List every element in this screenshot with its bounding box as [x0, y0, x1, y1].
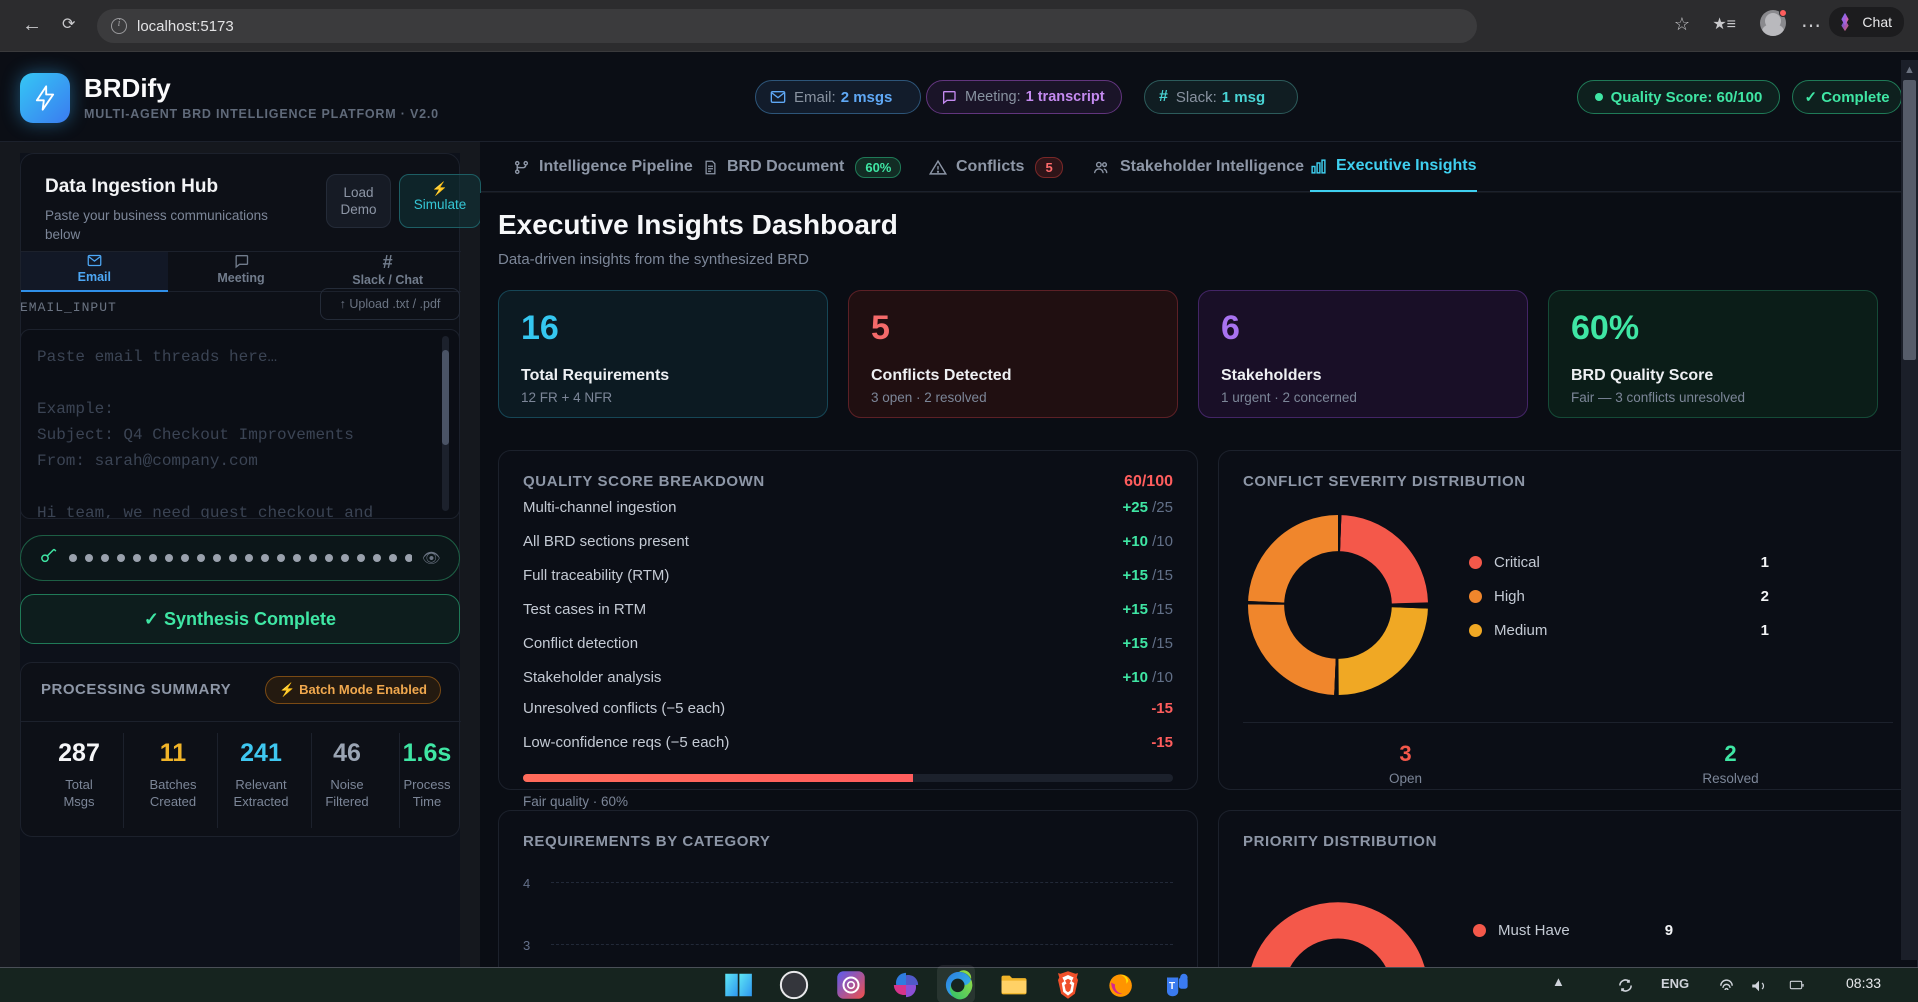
svg-text:T: T — [1169, 981, 1175, 992]
